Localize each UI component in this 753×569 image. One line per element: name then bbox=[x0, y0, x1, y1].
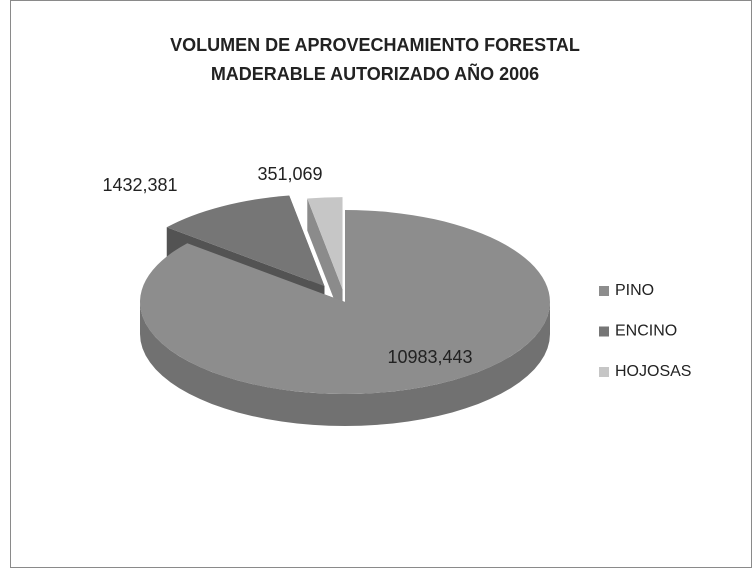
slice bbox=[166, 195, 325, 287]
data-label: 10983,443 bbox=[387, 347, 472, 367]
slice-side bbox=[140, 302, 550, 426]
chart-title: VOLUMEN DE APROVECHAMIENTO FORESTAL bbox=[170, 35, 580, 55]
legend-label: ENCINO bbox=[615, 323, 677, 340]
data-label: 1432,381 bbox=[102, 175, 177, 195]
legend-label: HOJOSAS bbox=[615, 363, 691, 380]
slice bbox=[140, 210, 551, 394]
slice-cut bbox=[307, 198, 343, 322]
legend-swatch bbox=[599, 286, 609, 296]
slice bbox=[307, 197, 343, 290]
legend-swatch bbox=[599, 367, 609, 377]
chart-title: MADERABLE AUTORIZADO AÑO 2006 bbox=[211, 63, 539, 84]
legend-label: PINO bbox=[615, 282, 654, 299]
legend-swatch bbox=[599, 326, 609, 337]
data-label: 351,069 bbox=[257, 164, 322, 184]
